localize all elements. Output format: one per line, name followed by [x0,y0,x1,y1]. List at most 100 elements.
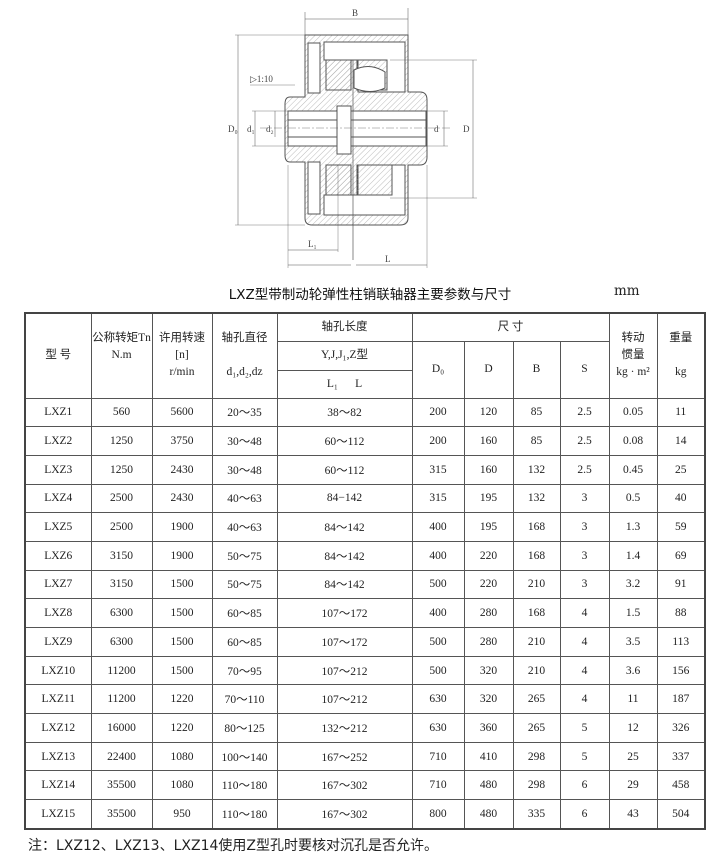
table-cell: 70～110 [211,684,278,715]
table-cell: 6 [559,770,610,801]
table-cell: 1900 [151,540,213,571]
table-cell: 100～140 [211,741,278,772]
table-cell: 11200 [90,684,153,715]
table-cell: 84～142 [276,540,413,571]
table-cell: 120 [463,397,514,428]
table-row: LXZ8 6300 1500 60～85 107～172 400 280 168 4 1.5 88 [24,598,706,628]
table-cell: 1500 [151,598,213,628]
table-cell: 132 [512,454,561,485]
table-cell: 500 [411,569,465,600]
table-cell: 22400 [90,741,153,772]
table-cell: 5600 [151,397,213,428]
table-cell: 113 [656,627,706,657]
table-cell: 315 [411,454,465,485]
table-cell: 2.5 [559,397,610,428]
table-cell: 210 [512,569,561,600]
table-cell: 5 [559,713,610,743]
table-row: LXZ7 3150 1500 50～75 84～142 500 220 210 3 3.2 91 [24,569,706,600]
table-cell: 60～85 [211,627,278,657]
table-row: LXZ10 11200 1500 70～95 107～212 500 320 210 4 3.6 1… [24,655,706,686]
table-cell: 1080 [151,770,213,801]
table-cell: 630 [411,713,465,743]
header-inertia: 转动 惯量 kg · m² [608,312,658,399]
table-cell: 84−142 [276,483,413,514]
table-cell: 25 [656,454,706,485]
table-cell: 200 [411,426,465,456]
table-cell: 2500 [90,483,153,514]
table-cell: 220 [463,569,514,600]
header-weight: 重量 kg [656,312,706,399]
table-cell: 480 [463,770,514,801]
table-cell: LXZ3 [24,454,92,485]
table-cell: 500 [411,655,465,686]
table-cell: 168 [512,540,561,571]
table-cell: 11200 [90,655,153,686]
table-cell: 1220 [151,713,213,743]
header-dims: 尺 寸 [411,312,610,342]
table-row: LXZ15 35500 950 110～180 167～302 800 480 335 6 43 5… [24,799,706,830]
table-cell: 315 [411,483,465,514]
table-cell: 2.5 [559,454,610,485]
table-cell: 60～85 [211,598,278,628]
table-cell: 91 [656,569,706,600]
table-cell: 0.05 [608,397,658,428]
table-cell: 1220 [151,684,213,715]
table-cell: 30～48 [211,426,278,456]
label-dz: d₂ [266,124,274,134]
header-bore-type: Y,J,J₁,Z型 [276,340,413,371]
table-cell: 187 [656,684,706,715]
table-cell: 168 [512,598,561,628]
table-cell: 1.4 [608,540,658,571]
table-cell: 1.5 [608,598,658,628]
table-cell: 458 [656,770,706,801]
table-cell: LXZ9 [24,627,92,657]
table-cell: 11 [656,397,706,428]
label-B: B [352,8,358,18]
table-cell: 3.2 [608,569,658,600]
header-model: 型 号 [24,312,92,399]
table-cell: 6300 [90,627,153,657]
table-cell: 400 [411,598,465,628]
table-cell: 3.6 [608,655,658,686]
table-cell: 59 [656,512,706,542]
table-row: LXZ3 1250 2430 30～48 60～112 315 160 132 2.5 0.45 2… [24,454,706,485]
table-cell: 410 [463,741,514,772]
table-cell: 360 [463,713,514,743]
table-cell: 2.5 [559,426,610,456]
table-cell: 167～302 [276,770,413,801]
table-cell: 107～172 [276,627,413,657]
table-row: LXZ2 1250 3750 30～48 60～112 200 160 85 2.5 0.08 14 [24,426,706,456]
table-cell: 50～75 [211,569,278,600]
header-D0: D₀ [411,340,465,399]
table-cell: 50～75 [211,540,278,571]
table-cell: LXZ2 [24,426,92,456]
table-cell: 2500 [90,512,153,542]
table-cell: 2430 [151,483,213,514]
table-row: LXZ14 35500 1080 110～180 167～302 710 480 298 6 29… [24,770,706,801]
table-cell: 11 [608,684,658,715]
table-cell: 35500 [90,799,153,830]
table-cell: 0.08 [608,426,658,456]
label-D0: D₀ [228,124,238,134]
table-cell: 85 [512,426,561,456]
table-cell: 500 [411,627,465,657]
table-cell: 84～142 [276,512,413,542]
table-cell: 480 [463,799,514,830]
table-cell: 2430 [151,454,213,485]
table-cell: 3 [559,483,610,514]
table-cell: 265 [512,713,561,743]
table-cell: 80～125 [211,713,278,743]
table-cell: 560 [90,397,153,428]
table-cell: 30～48 [211,454,278,485]
label-L1: L₁ [308,239,317,249]
table-cell: LXZ8 [24,598,92,628]
table-cell: 195 [463,512,514,542]
header-bore-dia: 轴孔直径 d₁,d₂,dz [211,312,278,399]
table-cell: 168 [512,512,561,542]
table-row: LXZ13 22400 1080 100～140 167～252 710 410 298 5 25… [24,741,706,772]
table-cell: 326 [656,713,706,743]
table-cell: 5 [559,741,610,772]
table-cell: 320 [463,655,514,686]
table-row: LXZ11 11200 1220 70～110 107～212 630 320 265 4 11 1… [24,684,706,715]
table-cell: 110～180 [211,799,278,830]
